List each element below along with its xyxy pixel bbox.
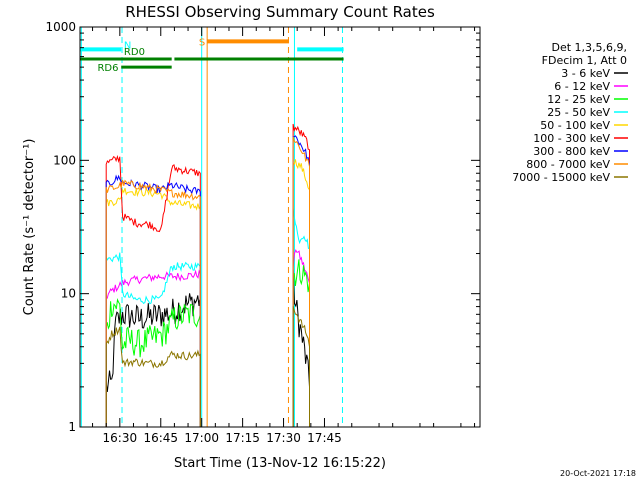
legend-label-7: 800 - 7000 keV bbox=[526, 158, 610, 171]
x-tick-label-4: 17:30 bbox=[266, 431, 301, 445]
legend-label-5: 100 - 300 keV bbox=[533, 132, 610, 145]
state-label-n: N bbox=[124, 40, 131, 51]
y-tick-label-2: 100 bbox=[53, 153, 76, 167]
legend-label-0: 3 - 6 keV bbox=[561, 67, 610, 80]
x-axis-label: Start Time (13-Nov-12 16:15:22) bbox=[174, 456, 386, 471]
axes: 1 10 100 1000 16:30 16:45 17:00 17:15 17:30 17:45 bbox=[45, 20, 480, 445]
state-label-rd0: RD0 bbox=[124, 47, 145, 58]
x-tick-label-3: 17:15 bbox=[225, 431, 260, 445]
series-trace-4-segment-1 bbox=[292, 159, 310, 427]
y-tick-label-3: 1000 bbox=[45, 20, 76, 34]
series-trace-6-segment-1 bbox=[292, 135, 310, 427]
series-trace-5-segment-1 bbox=[292, 123, 310, 427]
legend: Det 1,3,5,6,9, FDecim 1, Att 0 3 - 6 keV… bbox=[512, 41, 628, 184]
x-tick-label-5: 17:45 bbox=[307, 431, 342, 445]
series-trace-5-segment-0 bbox=[105, 154, 201, 427]
plot-area: N S RD0 RD6 bbox=[80, 27, 344, 427]
y-tick-label-0: 1 bbox=[68, 420, 76, 434]
x-tick-label-0: 16:30 bbox=[103, 431, 138, 445]
series-trace-3-segment-1 bbox=[292, 208, 310, 427]
series-trace-7-segment-0 bbox=[105, 179, 201, 427]
legend-label-8: 7000 - 15000 keV bbox=[512, 171, 610, 184]
series-trace-3-segment-0 bbox=[105, 252, 201, 427]
y-axis-label: Count Rate (s⁻¹ detector⁻¹) bbox=[22, 139, 37, 316]
series-trace-1-segment-1 bbox=[292, 249, 310, 427]
y-tick-label-1: 10 bbox=[61, 287, 76, 301]
series-trace-1-segment-0 bbox=[105, 269, 201, 427]
legend-label-6: 300 - 800 keV bbox=[533, 145, 610, 158]
legend-label-4: 50 - 100 keV bbox=[540, 119, 610, 132]
series-trace-8-segment-0 bbox=[105, 326, 201, 427]
chart-title: RHESSI Observing Summary Count Rates bbox=[125, 3, 435, 21]
series-trace-2-segment-0 bbox=[105, 298, 201, 427]
series-trace-2-segment-1 bbox=[292, 259, 310, 427]
generation-timestamp: 20-Oct-2021 17:18 bbox=[560, 469, 636, 478]
legend-label-2: 12 - 25 keV bbox=[547, 93, 610, 106]
legend-header-line-1: Det 1,3,5,6,9, bbox=[551, 41, 627, 54]
series-trace-8-segment-1 bbox=[292, 306, 310, 427]
state-label-s: S bbox=[199, 37, 205, 48]
series-trace-7-segment-1 bbox=[292, 136, 310, 427]
x-tick-label-1: 16:45 bbox=[143, 431, 178, 445]
state-label-rd6: RD6 bbox=[97, 63, 118, 74]
x-tick-label-2: 17:00 bbox=[184, 431, 219, 445]
plot-frame bbox=[79, 26, 481, 428]
series-trace-6-segment-0 bbox=[105, 174, 201, 427]
legend-header-line-2: FDecim 1, Att 0 bbox=[542, 54, 627, 67]
legend-label-1: 6 - 12 keV bbox=[554, 80, 610, 93]
series-trace-0-segment-1 bbox=[292, 269, 310, 427]
legend-label-3: 25 - 50 keV bbox=[547, 106, 610, 119]
